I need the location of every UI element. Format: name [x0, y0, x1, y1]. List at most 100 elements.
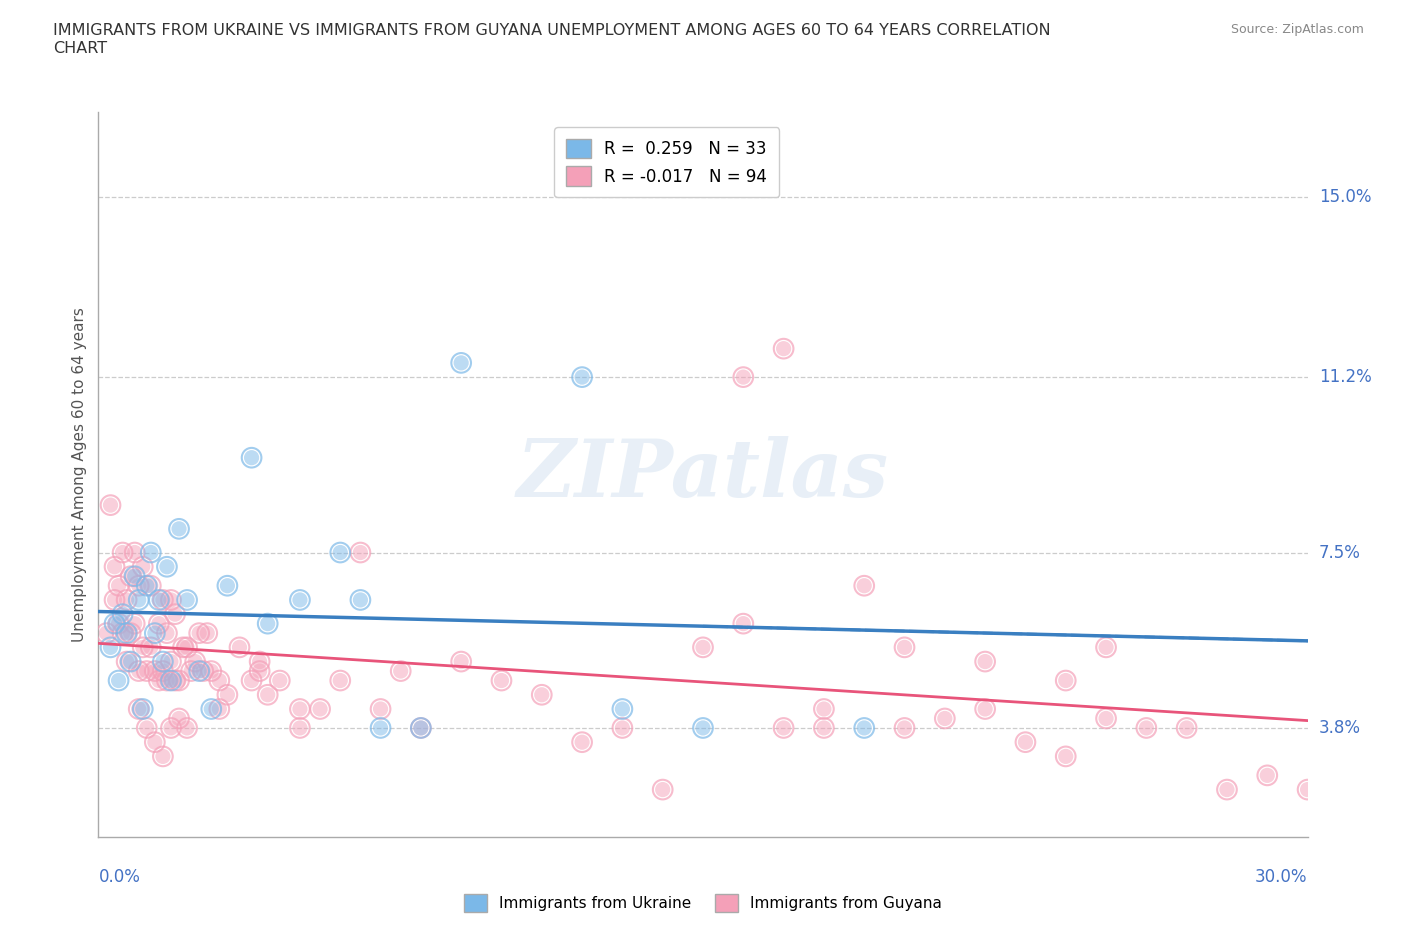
- Point: [152, 592, 174, 607]
- Point: [934, 711, 956, 726]
- Point: [111, 545, 134, 560]
- Point: [176, 592, 198, 607]
- Point: [733, 617, 755, 631]
- Point: [530, 687, 553, 702]
- Point: [152, 749, 174, 764]
- Point: [389, 664, 412, 679]
- Point: [124, 545, 146, 560]
- Point: [200, 701, 222, 716]
- Point: [370, 701, 392, 716]
- Point: [156, 673, 179, 688]
- Point: [139, 578, 162, 593]
- Point: [853, 721, 876, 736]
- Point: [135, 664, 157, 679]
- Point: [329, 545, 352, 560]
- Point: [128, 664, 150, 679]
- Point: [176, 640, 198, 655]
- Point: [772, 721, 794, 736]
- Point: [409, 721, 432, 736]
- Point: [1054, 749, 1077, 764]
- Point: [217, 578, 239, 593]
- Point: [349, 592, 371, 607]
- Point: [160, 654, 183, 669]
- Point: [893, 721, 915, 736]
- Point: [100, 498, 122, 512]
- Point: [1216, 782, 1239, 797]
- Point: [115, 626, 138, 641]
- Point: [200, 664, 222, 679]
- Point: [160, 673, 183, 688]
- Point: [240, 450, 263, 465]
- Text: ZIPatlas: ZIPatlas: [517, 435, 889, 513]
- Point: [200, 664, 222, 679]
- Point: [100, 498, 122, 512]
- Point: [103, 592, 125, 607]
- Point: [148, 617, 170, 631]
- Point: [853, 721, 876, 736]
- Point: [132, 559, 155, 574]
- Point: [571, 369, 593, 384]
- Point: [288, 721, 311, 736]
- Point: [193, 664, 215, 679]
- Point: [115, 592, 138, 607]
- Point: [853, 578, 876, 593]
- Point: [571, 735, 593, 750]
- Point: [1135, 721, 1157, 736]
- Point: [152, 654, 174, 669]
- Point: [195, 626, 218, 641]
- Point: [813, 701, 835, 716]
- Point: [176, 640, 198, 655]
- Point: [733, 369, 755, 384]
- Point: [530, 687, 553, 702]
- Point: [1175, 721, 1198, 736]
- Point: [163, 673, 186, 688]
- Point: [167, 711, 190, 726]
- Point: [370, 701, 392, 716]
- Point: [184, 654, 207, 669]
- Point: [103, 559, 125, 574]
- Point: [571, 735, 593, 750]
- Point: [256, 687, 278, 702]
- Point: [450, 654, 472, 669]
- Point: [167, 522, 190, 537]
- Point: [172, 640, 194, 655]
- Text: 7.5%: 7.5%: [1319, 543, 1361, 562]
- Point: [288, 701, 311, 716]
- Point: [160, 721, 183, 736]
- Point: [156, 673, 179, 688]
- Point: [156, 626, 179, 641]
- Point: [1175, 721, 1198, 736]
- Point: [180, 664, 202, 679]
- Point: [132, 701, 155, 716]
- Point: [195, 626, 218, 641]
- Point: [269, 673, 291, 688]
- Point: [1135, 721, 1157, 736]
- Point: [135, 578, 157, 593]
- Point: [148, 592, 170, 607]
- Legend: Immigrants from Ukraine, Immigrants from Guyana: Immigrants from Ukraine, Immigrants from…: [458, 888, 948, 918]
- Point: [329, 673, 352, 688]
- Point: [135, 664, 157, 679]
- Point: [160, 673, 183, 688]
- Point: [128, 578, 150, 593]
- Point: [733, 369, 755, 384]
- Point: [143, 626, 166, 641]
- Point: [103, 592, 125, 607]
- Point: [167, 711, 190, 726]
- Point: [240, 450, 263, 465]
- Point: [120, 626, 142, 641]
- Point: [240, 673, 263, 688]
- Point: [107, 617, 129, 631]
- Point: [128, 592, 150, 607]
- Point: [139, 640, 162, 655]
- Point: [107, 673, 129, 688]
- Point: [163, 673, 186, 688]
- Point: [115, 654, 138, 669]
- Point: [733, 617, 755, 631]
- Point: [893, 640, 915, 655]
- Point: [612, 721, 634, 736]
- Text: 0.0%: 0.0%: [98, 868, 141, 885]
- Point: [217, 687, 239, 702]
- Point: [409, 721, 432, 736]
- Point: [813, 721, 835, 736]
